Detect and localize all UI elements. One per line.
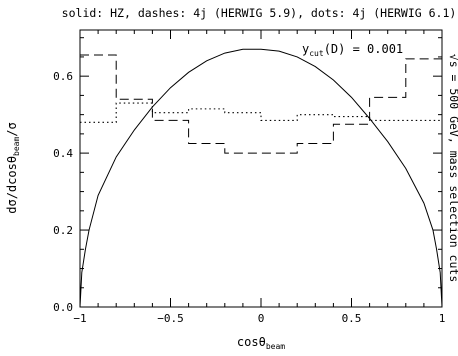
chart-title: solid: HZ, dashes: 4j (HERWIG 5.9), dots… (62, 6, 457, 20)
series-line-dotted (80, 102, 442, 123)
y-tick-label: 0.0 (53, 301, 73, 314)
right-side-label: √s = 500 GeV, mass selection cuts (447, 54, 458, 282)
series-line-solid (79, 48, 443, 308)
x-tick-label: 0 (258, 312, 265, 325)
series-line-dashed (80, 54, 442, 154)
ycut-annotation: ycut(D) = 0.001 (302, 42, 403, 58)
y-axis-label-main: dσ/dcosθ (5, 156, 19, 214)
x-axis-label-main: cosθ (237, 335, 266, 349)
series-layer (79, 48, 443, 308)
y-axis-label-tail: /σ (5, 122, 19, 136)
x-axis-label-sub: beam (266, 342, 285, 351)
axis-tick-labels: −1 −0.5 0 0.5 1 0.0 0.2 0.4 0.6 (53, 70, 445, 325)
y-tick-label: 0.6 (53, 70, 73, 83)
x-tick-label: 0.5 (342, 312, 362, 325)
ycut-annotation-tail: (D) = 0.001 (324, 42, 403, 56)
y-tick-label: 0.4 (53, 147, 73, 160)
x-tick-label: −0.5 (157, 312, 184, 325)
y-tick-label: 0.2 (53, 224, 73, 237)
y-axis-label: dσ/dcosθbeam/σ (5, 122, 21, 214)
ycut-annotation-sub: cut (309, 49, 324, 58)
x-tick-label: 1 (439, 312, 446, 325)
y-axis-label-sub: beam (12, 137, 21, 156)
plot-frame (79, 29, 443, 308)
ycut-annotation-main: y (302, 42, 309, 56)
x-axis-label: cosθbeam (237, 335, 285, 351)
x-tick-label: −1 (73, 312, 86, 325)
axis-ticks (79, 30, 443, 308)
